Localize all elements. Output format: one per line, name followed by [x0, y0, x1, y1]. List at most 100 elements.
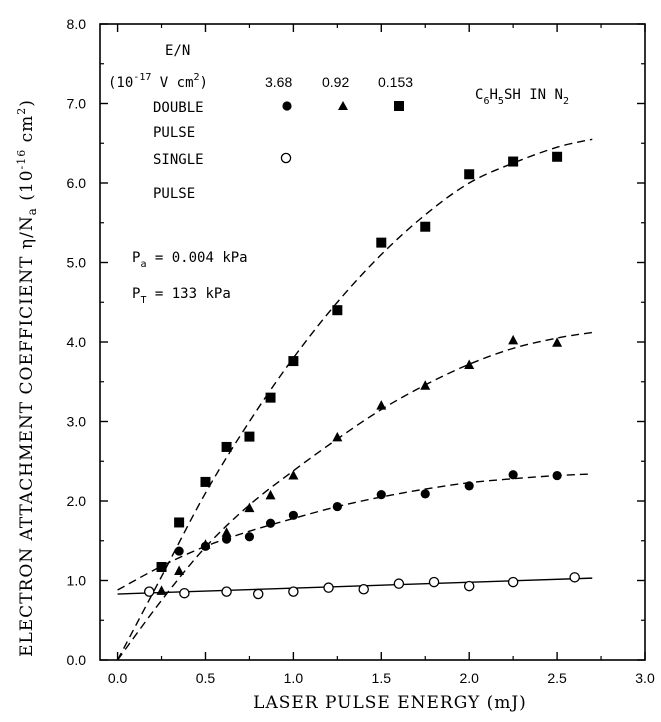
species-c: C — [475, 87, 483, 103]
fit-curve-2 — [117, 331, 593, 661]
y-axis-title-unit-exp: 2 — [15, 107, 28, 115]
data-point-circle — [200, 541, 211, 551]
y-tick-label: 1.0 — [67, 573, 87, 589]
y-axis-title-open: (10 — [17, 169, 37, 207]
data-point-triangle — [288, 470, 299, 480]
y-axis-title-main: ELECTRON ATTACHMENT COEFFICIENT η/N — [17, 215, 37, 657]
data-point-square — [221, 441, 232, 452]
x-tick-label: 1.0 — [284, 670, 304, 686]
data-point-square — [200, 476, 211, 487]
data-point-square — [156, 561, 167, 572]
condition-pt-value: = 133 kPa — [146, 286, 230, 302]
data-point-open-circle — [507, 576, 519, 588]
data-point-open-circle — [393, 578, 405, 589]
species-c-sub: 6 — [483, 96, 489, 107]
data-point-square — [420, 221, 431, 232]
data-point-open-circle — [221, 586, 232, 597]
x-tick-label: 2.0 — [459, 670, 479, 686]
data-point-circle — [265, 518, 276, 528]
data-point-circle — [221, 534, 232, 544]
x-axis-title: LASER PULSE ENERGY (mJ) — [253, 693, 527, 713]
condition-pt-sub: T — [140, 295, 146, 306]
legend-units-mid: V cm — [151, 75, 193, 91]
condition-pa-label: P — [132, 250, 140, 266]
y-tick-label: 6.0 — [67, 175, 87, 191]
y-tick-label: 0.0 — [67, 652, 87, 668]
data-point-square — [174, 517, 185, 528]
y-tick-label: 7.0 — [67, 96, 87, 112]
legend-value-0-153: 0.153 — [378, 74, 413, 90]
condition-pa: Pa = 0.004 kPa — [132, 250, 248, 270]
species-n-sub: 2 — [563, 96, 569, 107]
data-point-triangle — [174, 565, 185, 575]
data-point-square — [552, 151, 563, 162]
species-h: H — [489, 87, 497, 103]
axis-ticks — [100, 23, 646, 661]
data-point-open-circle — [569, 572, 580, 583]
y-tick-label: 4.0 — [67, 334, 87, 350]
data-point-open-circle — [428, 576, 440, 588]
legend-value-3-68: 3.68 — [265, 74, 292, 90]
legend-value-0-92: 0.92 — [322, 74, 349, 90]
legend-header: E/N — [165, 43, 190, 59]
species-h-sub: 5 — [498, 96, 504, 107]
y-axis-title-sub: a — [25, 207, 39, 215]
data-point-circle — [244, 532, 255, 542]
legend-marker-filled-square — [394, 101, 404, 111]
legend-units-suffix: ) — [200, 75, 208, 91]
data-point-circle — [376, 490, 386, 500]
y-axis-title-close: ) — [17, 99, 37, 107]
x-tick-label: 0.0 — [108, 670, 128, 686]
data-point-triangle — [221, 527, 232, 537]
data-point-circle — [288, 510, 298, 520]
data-point-triangle — [265, 489, 276, 500]
data-point-square — [244, 431, 255, 442]
x-tick-label: 1.5 — [372, 670, 392, 686]
data-point-open-circle — [358, 583, 369, 595]
data-point-triangle — [552, 337, 563, 347]
legend-double-label: DOUBLE — [153, 100, 204, 116]
data-point-open-circle — [252, 588, 264, 600]
data-point-square — [288, 356, 299, 367]
fit-curve-1 — [116, 138, 593, 661]
legend-double-label-2: PULSE — [153, 125, 195, 141]
data-point-square — [332, 305, 343, 316]
legend-marker-open-circle — [280, 152, 292, 164]
data-point-square — [508, 156, 519, 167]
legend-marker-filled-circle — [282, 101, 292, 111]
data-point-open-circle — [288, 586, 299, 597]
data-point-open-circle — [463, 580, 475, 592]
legend: E/N (10-17 V cm2) 3.68 0.92 0.153 DOUBLE… — [108, 43, 413, 202]
data-point-circle — [508, 470, 518, 480]
data-point-triangle — [508, 334, 519, 345]
data-point-circle — [174, 546, 184, 556]
y-tick-label: 3.0 — [67, 414, 87, 430]
legend-units-exp2: 2 — [194, 72, 200, 83]
x-tick-label: 2.5 — [547, 670, 567, 686]
condition-pa-value: = 0.004 kPa — [146, 250, 247, 266]
condition-pt: PT = 133 kPa — [132, 286, 231, 306]
data-point-triangle — [420, 380, 431, 390]
data-point-triangle — [156, 585, 167, 595]
data-point-circle — [332, 501, 342, 512]
y-tick-label: 8.0 — [67, 16, 87, 32]
legend-units: (10-17 V cm2) — [108, 72, 208, 91]
data-point-square — [376, 237, 387, 248]
data-point-open-circle — [323, 582, 334, 593]
data-markers — [143, 151, 580, 600]
y-axis-title-exp: -16 — [15, 149, 28, 170]
species-label: C6H5SH IN N2 — [475, 87, 569, 107]
data-point-square — [464, 169, 475, 180]
y-tick-label: 2.0 — [67, 493, 87, 509]
data-point-triangle — [464, 359, 475, 370]
axis-tick-labels: 0.0 0.5 1.0 1.5 2.0 2.5 3.0 0.0 1.0 2.0 3.0 4.0 5.0 6… — [67, 16, 655, 686]
data-point-triangle — [244, 502, 255, 513]
legend-units-exp: -17 — [133, 72, 151, 83]
legend-marker-filled-triangle — [338, 101, 348, 110]
condition-pt-label: P — [132, 286, 140, 302]
data-point-circle — [420, 489, 430, 499]
legend-units-prefix: (10 — [108, 75, 133, 91]
